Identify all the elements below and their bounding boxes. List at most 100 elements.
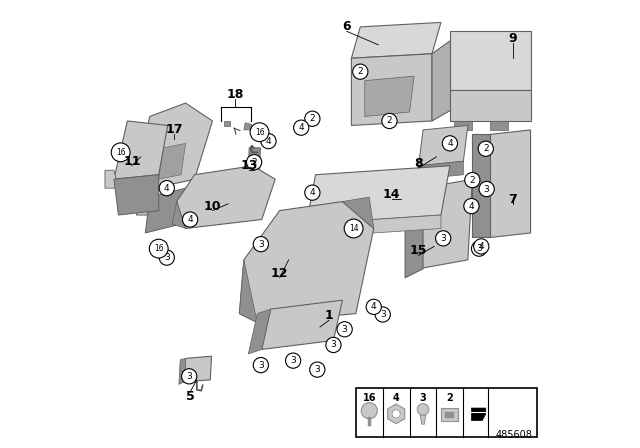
Polygon shape xyxy=(419,179,472,269)
Text: 7: 7 xyxy=(508,193,517,206)
Text: 2: 2 xyxy=(310,114,315,123)
Text: 485608: 485608 xyxy=(496,430,533,440)
Text: 3: 3 xyxy=(440,234,446,243)
Text: 3: 3 xyxy=(258,361,264,370)
Text: 11: 11 xyxy=(123,155,141,168)
Circle shape xyxy=(417,404,429,415)
Polygon shape xyxy=(351,54,432,125)
Polygon shape xyxy=(472,408,486,421)
Polygon shape xyxy=(239,202,374,323)
Text: 3: 3 xyxy=(380,310,385,319)
Text: 2: 2 xyxy=(483,144,488,153)
Circle shape xyxy=(285,353,301,368)
Text: 3: 3 xyxy=(331,340,336,349)
Circle shape xyxy=(465,172,480,188)
Circle shape xyxy=(375,307,390,322)
Text: 3: 3 xyxy=(314,365,320,374)
Polygon shape xyxy=(472,134,490,237)
Text: 4: 4 xyxy=(447,139,452,148)
Circle shape xyxy=(366,299,381,314)
Text: 3: 3 xyxy=(484,185,490,194)
Circle shape xyxy=(472,241,486,256)
Circle shape xyxy=(182,212,198,227)
Text: 14: 14 xyxy=(383,188,401,202)
Polygon shape xyxy=(141,103,212,188)
Text: 3: 3 xyxy=(291,356,296,365)
Polygon shape xyxy=(184,356,212,382)
Circle shape xyxy=(305,111,320,126)
Polygon shape xyxy=(342,197,374,228)
Polygon shape xyxy=(454,121,472,130)
Bar xyxy=(356,388,538,437)
Text: 3: 3 xyxy=(258,240,264,249)
Text: 6: 6 xyxy=(342,20,351,34)
Polygon shape xyxy=(490,121,508,130)
Text: 18: 18 xyxy=(226,87,244,101)
Text: 9: 9 xyxy=(508,31,517,45)
Bar xyxy=(442,408,458,422)
Circle shape xyxy=(159,250,175,265)
Circle shape xyxy=(337,322,352,337)
Circle shape xyxy=(250,123,269,142)
Text: 3: 3 xyxy=(164,253,170,262)
Text: 2: 2 xyxy=(387,116,392,125)
Circle shape xyxy=(392,410,400,418)
Text: 3: 3 xyxy=(342,325,348,334)
Text: 5: 5 xyxy=(186,390,195,403)
Polygon shape xyxy=(145,188,186,233)
Text: 2: 2 xyxy=(358,67,363,76)
Circle shape xyxy=(478,141,493,156)
Text: 4: 4 xyxy=(393,393,399,403)
Text: 14: 14 xyxy=(349,224,358,233)
Polygon shape xyxy=(114,175,159,215)
Polygon shape xyxy=(419,161,463,179)
Circle shape xyxy=(479,181,494,197)
Polygon shape xyxy=(105,170,118,188)
Circle shape xyxy=(305,185,320,200)
Text: 2: 2 xyxy=(447,393,453,403)
Polygon shape xyxy=(450,90,531,121)
Polygon shape xyxy=(244,123,252,130)
Text: 16: 16 xyxy=(116,148,125,157)
Circle shape xyxy=(294,120,309,135)
Text: 4: 4 xyxy=(164,184,170,193)
Text: 3: 3 xyxy=(186,372,192,381)
Circle shape xyxy=(246,155,262,170)
Text: 15: 15 xyxy=(410,244,428,258)
Text: 2: 2 xyxy=(252,158,257,167)
Circle shape xyxy=(361,403,378,419)
Circle shape xyxy=(436,231,451,246)
Text: 13: 13 xyxy=(241,159,258,172)
Circle shape xyxy=(149,239,168,258)
Text: 2: 2 xyxy=(470,176,475,185)
Text: 4: 4 xyxy=(479,242,484,251)
Text: 4: 4 xyxy=(298,123,304,132)
Polygon shape xyxy=(248,309,271,354)
Text: 16: 16 xyxy=(255,128,264,137)
Circle shape xyxy=(253,358,269,373)
Text: 10: 10 xyxy=(204,199,221,213)
Circle shape xyxy=(326,337,341,353)
Text: 17: 17 xyxy=(166,123,183,137)
Circle shape xyxy=(382,113,397,129)
Circle shape xyxy=(353,64,368,79)
Text: 4: 4 xyxy=(371,302,376,311)
Polygon shape xyxy=(224,121,230,126)
Polygon shape xyxy=(179,358,186,384)
Text: 4: 4 xyxy=(266,137,271,146)
Circle shape xyxy=(182,369,197,384)
Circle shape xyxy=(344,219,363,238)
Polygon shape xyxy=(172,202,186,228)
Polygon shape xyxy=(136,188,159,215)
Circle shape xyxy=(159,181,175,196)
Text: 4: 4 xyxy=(188,215,193,224)
Polygon shape xyxy=(159,143,186,179)
Text: 4: 4 xyxy=(310,188,315,197)
Circle shape xyxy=(310,362,325,377)
Polygon shape xyxy=(239,260,257,323)
Circle shape xyxy=(464,198,479,214)
Polygon shape xyxy=(490,130,531,237)
Polygon shape xyxy=(365,76,414,116)
Polygon shape xyxy=(262,300,342,349)
Circle shape xyxy=(442,136,458,151)
